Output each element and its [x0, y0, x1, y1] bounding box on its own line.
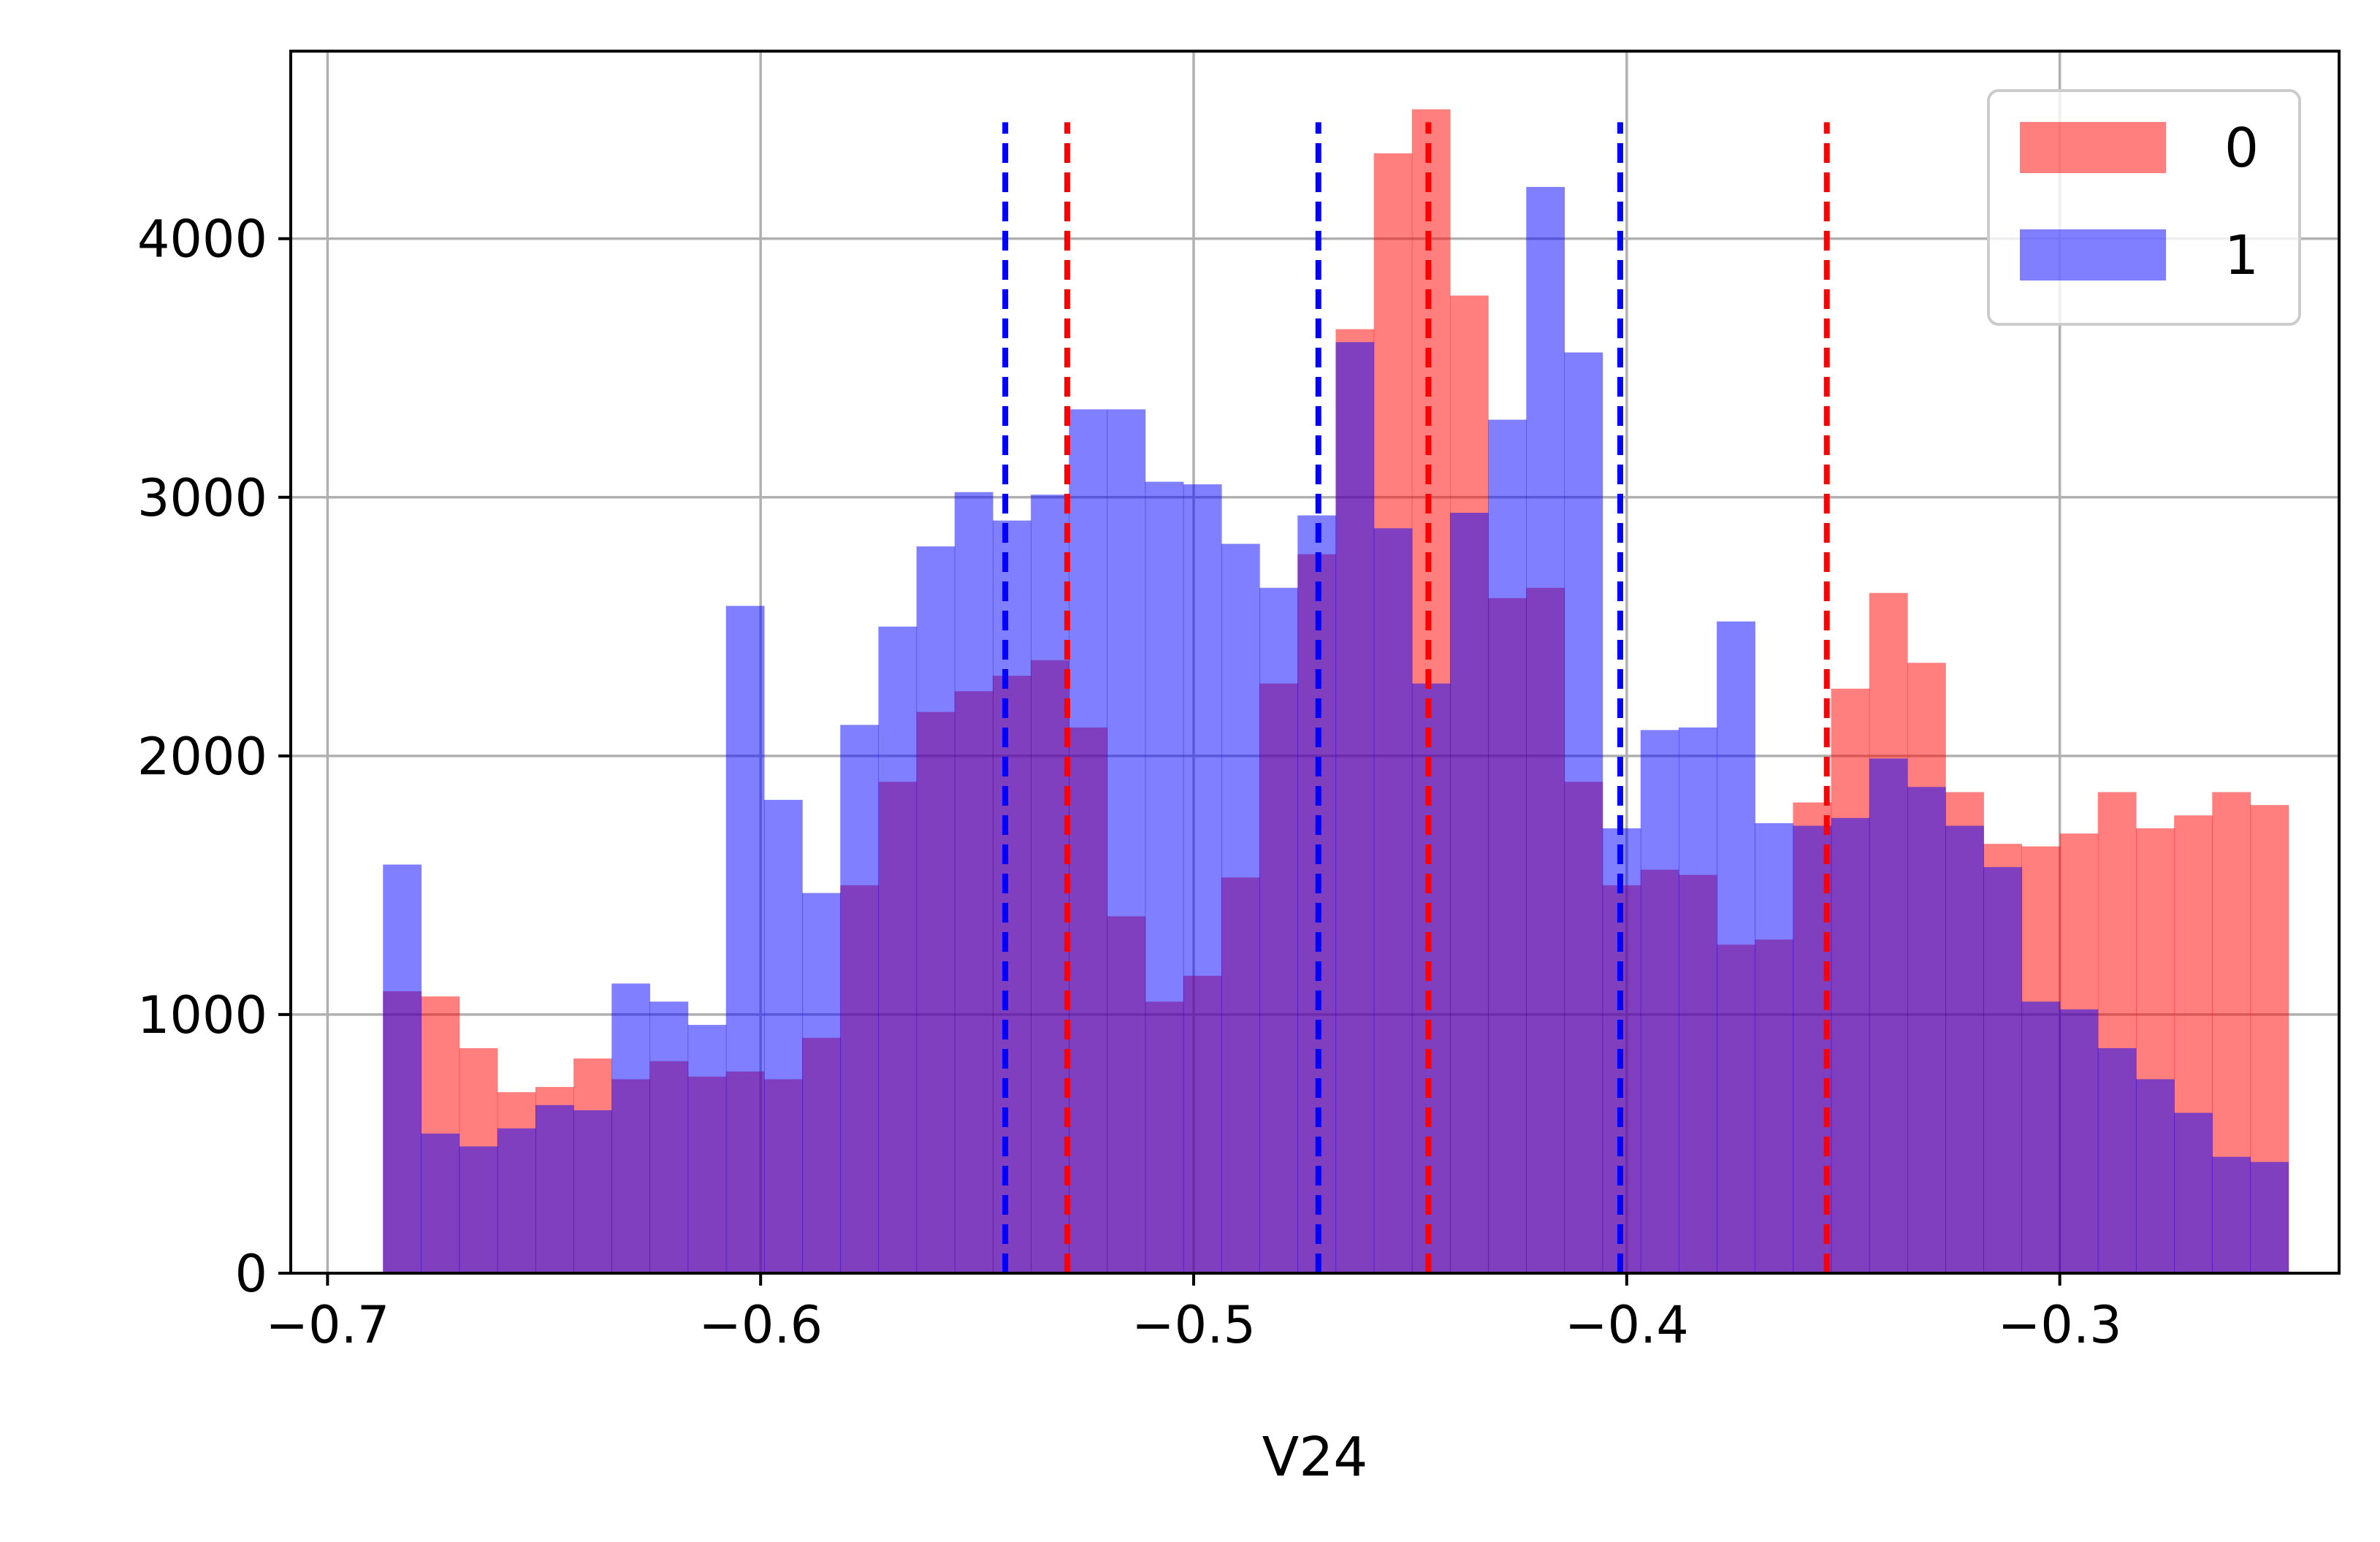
- bar-series-1-bin-8: [687, 1025, 727, 1273]
- bar-series-1-bin-29: [1488, 419, 1527, 1273]
- bar-series-1-bin-30: [1526, 186, 1565, 1273]
- bar-series-1-bin-28: [1449, 513, 1489, 1273]
- bar-series-1-bin-21: [1183, 484, 1222, 1273]
- bar-series-1-bin-49: [2250, 1161, 2289, 1273]
- bar-series-1-bin-5: [573, 1110, 612, 1273]
- bar-series-1-bin-10: [763, 800, 803, 1273]
- bar-series-1-bin-1: [421, 1133, 460, 1273]
- bar-series-1-bin-16: [992, 520, 1031, 1273]
- bar-series-1-bin-11: [802, 893, 841, 1273]
- bar-series-1-bin-33: [1640, 730, 1679, 1273]
- bar-series-1-bin-9: [725, 606, 765, 1273]
- bar-series-1-bin-46: [2135, 1079, 2175, 1273]
- bar-series-1-bin-7: [649, 1001, 689, 1273]
- bar-series-1-bin-42: [1983, 867, 2023, 1273]
- bar-series-1-bin-18: [1069, 409, 1108, 1273]
- bar-series-1-bin-15: [954, 492, 993, 1273]
- bar-series-1-bin-26: [1373, 528, 1413, 1273]
- bar-series-1-bin-34: [1678, 727, 1717, 1273]
- bar-series-1-bin-14: [916, 546, 956, 1273]
- legend-swatch-0: [2020, 122, 2166, 173]
- histogram-bars: [383, 109, 2289, 1274]
- bar-series-1-bin-44: [2059, 1009, 2099, 1273]
- bar-series-1-bin-40: [1907, 787, 1946, 1273]
- bar-series-1-bin-12: [840, 725, 880, 1273]
- marker-lines: [1002, 122, 1830, 1273]
- bar-series-1-bin-19: [1107, 409, 1146, 1273]
- legend: 0 1: [1987, 89, 2301, 326]
- bar-series-1-bin-20: [1145, 481, 1184, 1273]
- bar-series-1-bin-45: [2097, 1047, 2137, 1273]
- axis-ticks: −0.7 −0.6 −0.5 −0.4 −0.3 0 1000 2000 3000 4000: [137, 210, 2122, 1355]
- bar-series-1-bin-2: [459, 1146, 498, 1273]
- bar-series-1-bin-0: [383, 864, 422, 1273]
- bar-series-1-bin-22: [1221, 543, 1260, 1273]
- bar-series-1-bin-35: [1717, 621, 1755, 1273]
- y-tick-label-1: 1000: [137, 985, 267, 1045]
- bar-series-1-bin-3: [497, 1128, 536, 1273]
- bar-series-1-bin-6: [611, 983, 651, 1273]
- x-tick-label-3: −0.4: [1565, 1295, 1689, 1355]
- bar-series-1-bin-39: [1869, 758, 1908, 1273]
- y-tick-label-0: 0: [234, 1244, 267, 1304]
- y-tick-label-3: 3000: [137, 468, 267, 528]
- bar-series-1-bin-13: [878, 626, 918, 1273]
- bar-series-1-bin-25: [1335, 342, 1375, 1273]
- bar-series-1-bin-17: [1031, 495, 1069, 1273]
- bar-series-1-bin-41: [1945, 825, 1984, 1273]
- bar-series-1-bin-36: [1755, 822, 1794, 1273]
- legend-label-0: 0: [2224, 117, 2259, 180]
- y-tick-label-2: 2000: [137, 727, 267, 787]
- x-tick-label-2: −0.5: [1132, 1295, 1256, 1355]
- bar-series-1-bin-4: [535, 1104, 574, 1273]
- bar-series-1-bin-48: [2212, 1156, 2251, 1273]
- bar-series-1-bin-31: [1564, 352, 1603, 1273]
- plot-area-frame: [289, 50, 2341, 1275]
- legend-swatch-1: [2020, 229, 2166, 280]
- legend-label-1: 1: [2224, 224, 2259, 287]
- x-tick-label-1: −0.6: [698, 1295, 823, 1355]
- y-tick-label-4: 4000: [137, 210, 267, 270]
- x-axis-label: V24: [1262, 1426, 1368, 1489]
- bar-series-1-bin-38: [1831, 817, 1870, 1273]
- bar-series-1-bin-47: [2174, 1112, 2213, 1273]
- bar-series-1-bin-23: [1259, 587, 1298, 1273]
- bar-series-1-bin-43: [2021, 1001, 2061, 1273]
- x-tick-label-4: −0.3: [1998, 1295, 2122, 1355]
- x-tick-label-0: −0.7: [265, 1295, 389, 1355]
